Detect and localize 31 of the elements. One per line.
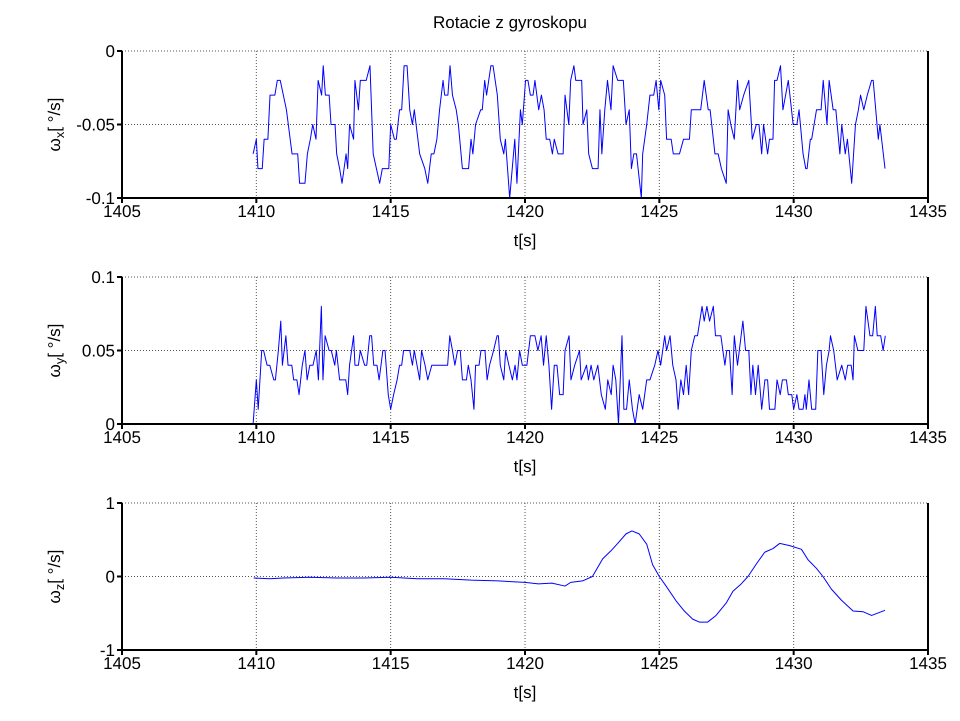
y-tick-label: -0.05 — [76, 116, 115, 135]
x-tick-label: 1415 — [372, 202, 410, 222]
x-tick-label: 1410 — [237, 202, 276, 222]
x-tick-label: 1410 — [237, 654, 276, 674]
x-tick-label: 1435 — [909, 654, 947, 674]
x-tick-label: 1415 — [372, 428, 410, 448]
line-series — [252, 65, 886, 198]
y-tick-label: 0.05 — [82, 342, 115, 361]
y-tick-label: 0 — [106, 568, 115, 587]
x-tick-label: 1435 — [909, 202, 947, 222]
x-tick-label: 1420 — [506, 428, 544, 448]
x-tick-label: 1430 — [774, 202, 813, 222]
x-tick-label: 1410 — [237, 428, 276, 448]
x-tick-label: 1425 — [640, 654, 678, 674]
chart-title: Rotacie z gyroskopu — [432, 12, 588, 34]
x-tick-label: 1430 — [774, 428, 813, 448]
x-tick-label: 1420 — [506, 202, 544, 222]
x-tick-label: 1425 — [640, 428, 678, 448]
line-series — [253, 530, 886, 623]
line-series — [252, 306, 886, 424]
x-tick-label: 1415 — [372, 654, 410, 674]
x-axis-title: t[s] — [514, 457, 536, 476]
x-tick-label: 1420 — [506, 654, 544, 674]
x-axis-title: t[s] — [514, 231, 536, 250]
x-tick-label: 1435 — [909, 428, 947, 448]
y-tick-label: 0.1 — [91, 268, 115, 288]
x-tick-label: 1430 — [774, 654, 813, 674]
y-tick-label: 0 — [106, 42, 115, 62]
x-tick-label: 1425 — [640, 202, 678, 222]
x-axis-title: t[s] — [514, 683, 536, 702]
y-tick-label: 1 — [106, 494, 115, 514]
